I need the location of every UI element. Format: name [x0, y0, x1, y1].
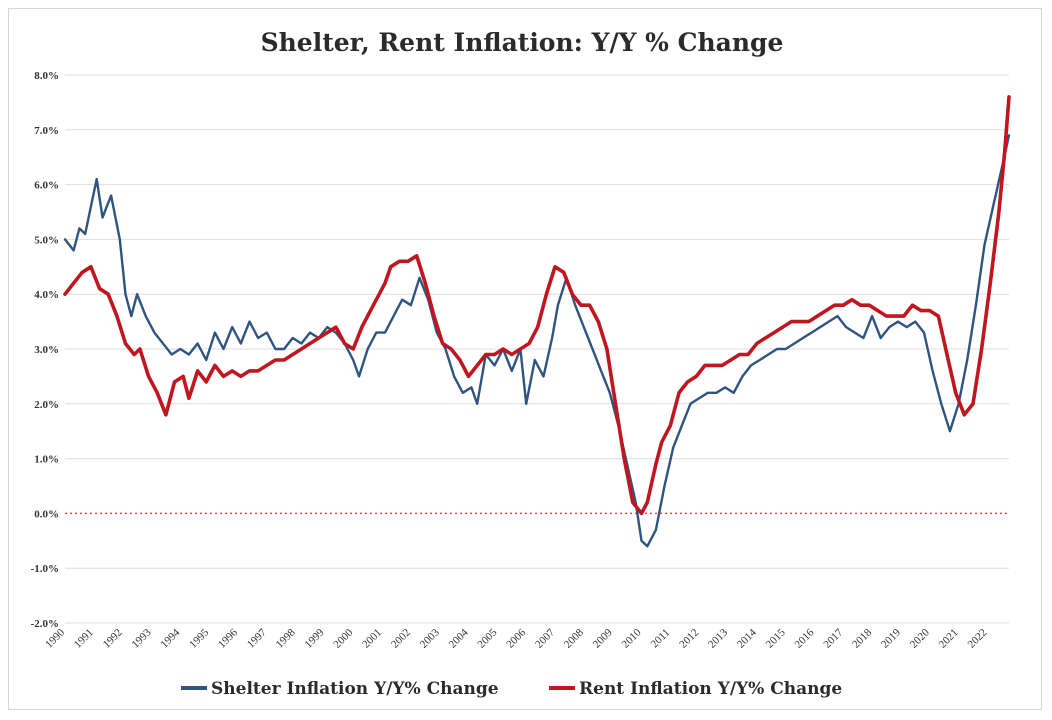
x-tick-label: 2011 — [649, 627, 673, 651]
x-tick-label: 2013 — [706, 626, 730, 650]
grid-layer — [65, 74, 1009, 624]
x-tick-label: 2000 — [331, 626, 355, 650]
x-tick-label: 1994 — [158, 626, 182, 650]
x-tick-label: 1996 — [216, 626, 240, 650]
x-tick-label: 2022 — [965, 627, 989, 651]
x-tick-label: 2015 — [764, 626, 788, 650]
x-axis-labels: 1990 1991 1992 1993 1994 1995 1996 1997 1998 1999… — [43, 626, 989, 650]
x-tick-label: 1995 — [187, 626, 211, 650]
y-tick-label: 5.0% — [34, 234, 59, 246]
series-line-shelter — [63, 134, 1011, 548]
series-line-rent — [63, 95, 1011, 516]
y-tick-label: 3.0% — [34, 344, 59, 356]
x-tick-label: 1997 — [245, 626, 269, 650]
x-tick-label: 1999 — [302, 626, 326, 650]
chart-svg: Shelter, Rent Inflation: Y/Y % Change 8.… — [31, 28, 1011, 699]
x-tick-label: 2004 — [447, 626, 471, 650]
x-tick-label: 2020 — [908, 626, 932, 650]
x-tick-label: 2012 — [677, 627, 701, 651]
legend-label-shelter: Shelter Inflation Y/Y% Change — [211, 679, 499, 699]
y-axis-labels: 8.0% 7.0% 6.0% 5.0% 4.0% 3.0% 2.0% 1.0% 0.0% -1.0… — [31, 70, 59, 630]
y-tick-label: 1.0% — [34, 454, 59, 466]
x-tick-label: 2002 — [389, 627, 413, 651]
y-tick-label: 7.0% — [34, 125, 59, 137]
y-tick-label: 2.0% — [34, 399, 59, 411]
y-tick-label: 0.0% — [34, 508, 59, 520]
y-tick-label: -2.0% — [31, 618, 59, 630]
legend: Shelter Inflation Y/Y% Change Rent Infla… — [181, 679, 842, 699]
x-tick-label: 2016 — [793, 626, 817, 650]
x-tick-label: 2021 — [937, 627, 961, 651]
x-tick-label: 2019 — [879, 626, 903, 650]
y-tick-label: 6.0% — [34, 180, 59, 192]
x-tick-label: 2010 — [620, 626, 644, 650]
x-tick-label: 2001 — [360, 627, 384, 651]
x-tick-label: 2014 — [735, 626, 759, 650]
series-layer — [63, 95, 1011, 548]
y-tick-label: 4.0% — [34, 289, 59, 301]
x-tick-label: 1993 — [130, 626, 154, 650]
x-tick-label: 2017 — [821, 626, 845, 650]
legend-label-rent: Rent Inflation Y/Y% Change — [579, 679, 842, 699]
x-tick-label: 1998 — [274, 626, 298, 650]
x-tick-label: 2005 — [475, 626, 499, 650]
x-tick-label: 2008 — [562, 626, 586, 650]
y-tick-label: 8.0% — [34, 70, 59, 82]
x-tick-label: 1991 — [72, 627, 96, 651]
x-tick-label: 2018 — [850, 626, 874, 650]
x-tick-label: 2009 — [591, 626, 615, 650]
chart-title: Shelter, Rent Inflation: Y/Y % Change — [261, 28, 784, 57]
x-tick-label: 2006 — [504, 626, 528, 650]
x-tick-label: 2007 — [533, 626, 557, 650]
y-tick-label: -1.0% — [31, 563, 59, 575]
chart-frame: Shelter, Rent Inflation: Y/Y % Change 8.… — [8, 8, 1042, 710]
x-tick-label: 2003 — [418, 626, 442, 650]
x-tick-label: 1992 — [101, 627, 125, 651]
